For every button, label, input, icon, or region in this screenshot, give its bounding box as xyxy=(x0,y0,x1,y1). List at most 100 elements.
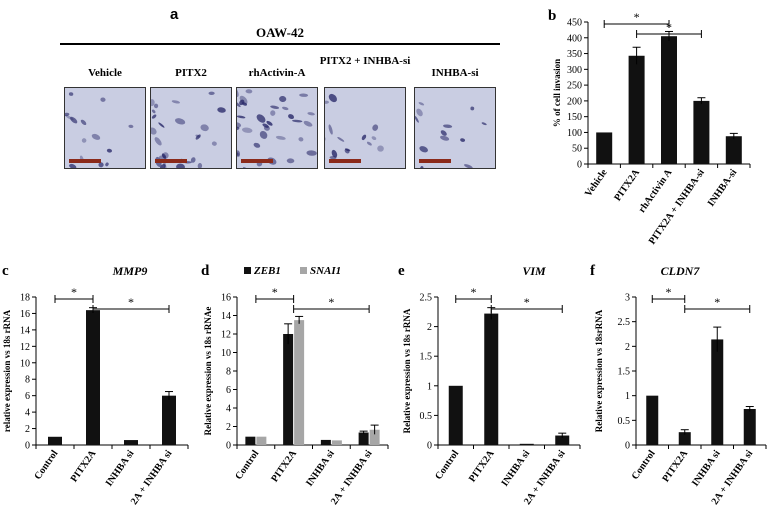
bar-ZEB1-0 xyxy=(245,436,256,445)
y-tick-label: 12 xyxy=(221,330,231,341)
micrograph-4 xyxy=(414,87,496,169)
chart-c-letter: c xyxy=(2,263,9,279)
bar-SNAI1-1 xyxy=(294,320,305,445)
sig-star: * xyxy=(272,285,278,299)
bar-SNAI1-3 xyxy=(369,429,380,445)
y-tick-label: 10 xyxy=(221,348,231,359)
micrograph-2 xyxy=(236,87,318,169)
bar-CLDN7-2 xyxy=(711,339,724,445)
y-tick-label: 1.5 xyxy=(420,352,433,363)
bar-VIM-0 xyxy=(448,385,463,445)
y-tick-label: 10 xyxy=(20,358,30,369)
legend-label-1: SNAI1 xyxy=(310,265,341,277)
micrograph-label-0: Vehicle xyxy=(88,67,122,79)
micrograph-label-3: PITX2 + INHBA-si xyxy=(319,55,411,67)
chart-e: e VIM 0 0.5 1 1.5 2 2.5 Relative expression vs 1… xyxy=(398,263,581,507)
panel-a-title: OAW-42 xyxy=(256,25,304,40)
chart-b-letter: b xyxy=(548,8,556,24)
chart-e-letter: e xyxy=(398,263,405,279)
y-tick-label: 0.5 xyxy=(420,411,433,422)
bar-VIM-1 xyxy=(484,313,499,445)
bar-CLDN7-1 xyxy=(678,432,691,445)
chart-f-letter: f xyxy=(590,263,596,279)
bar-ZEB1-1 xyxy=(283,334,294,445)
chart-f-title: CLDN7 xyxy=(661,264,701,278)
bar-invasion-3 xyxy=(693,100,710,164)
chart-c-title: MMP9 xyxy=(112,264,148,278)
bar-ZEB1-2 xyxy=(320,439,331,445)
chart-e-title: VIM xyxy=(522,264,546,278)
scale-bar xyxy=(69,159,101,163)
y-tick-label: 4 xyxy=(25,408,30,419)
y-tick-label: 200 xyxy=(567,96,582,107)
y-tick-label: 14 xyxy=(20,325,30,336)
panel-a-letter: a xyxy=(170,6,179,23)
y-tick-label: 450 xyxy=(567,18,582,29)
micrograph-3 xyxy=(324,87,406,169)
y-tick-label: 14 xyxy=(221,311,231,322)
y-tick-label: 100 xyxy=(567,128,582,139)
category-label-3: PITX2A + INHBA-si xyxy=(647,167,707,246)
category-label-0: Control xyxy=(32,448,60,482)
category-label-3: 2A + INHBA si xyxy=(129,448,175,507)
category-label-1: PITX2A xyxy=(612,167,642,204)
y-tick-label: 0 xyxy=(226,441,231,452)
bar-MMP9-1 xyxy=(86,310,100,445)
y-tick-label: 12 xyxy=(20,342,30,353)
y-tick-label: 250 xyxy=(567,81,582,92)
y-tick-label: 0 xyxy=(427,441,432,452)
scale-bar xyxy=(419,159,451,163)
y-axis-label: % of cell invasion xyxy=(552,59,562,127)
y-tick-label: 18 xyxy=(20,293,30,304)
legend-swatch-0 xyxy=(244,267,251,274)
bar-MMP9-3 xyxy=(162,395,176,445)
scale-bar xyxy=(241,159,273,163)
bar-MMP9-2 xyxy=(124,440,138,445)
sig-star: * xyxy=(714,295,720,309)
bar-invasion-0 xyxy=(596,132,613,164)
category-label-2: INHBA si xyxy=(499,448,532,488)
y-tick-label: 50 xyxy=(572,144,582,155)
chart-b: b 0 50 100 150 200 250 300 350 400 450 % of cell in… xyxy=(548,8,751,247)
micrograph-label-2: rhActivin-A xyxy=(248,67,306,79)
y-tick-label: 2 xyxy=(625,342,630,353)
chart-d-letter: d xyxy=(201,263,210,279)
y-tick-label: 1.5 xyxy=(618,367,631,378)
category-label-0: Control xyxy=(433,448,461,482)
y-tick-label: 2.5 xyxy=(420,293,433,304)
category-label-1: PITX2A xyxy=(467,448,497,485)
bar-VIM-3 xyxy=(555,435,570,445)
bar-MMP9-0 xyxy=(48,436,62,445)
bar-VIM-2 xyxy=(519,443,534,445)
category-label-0: Vehicle xyxy=(583,167,610,199)
y-tick-label: 16 xyxy=(221,293,231,304)
legend-label-0: ZEB1 xyxy=(253,265,281,277)
y-axis-label: Relative expression vs 18s rRNA xyxy=(402,308,412,433)
sig-star: * xyxy=(524,295,530,309)
micrograph-label-4: INHBA-si xyxy=(431,67,479,79)
y-tick-label: 6 xyxy=(226,385,231,396)
y-tick-label: 6 xyxy=(25,391,30,402)
chart-f: f CLDN7 0 0.5 1 1.5 2 2.5 3 Relative expression v… xyxy=(590,263,767,507)
y-tick-label: 2.5 xyxy=(618,317,631,328)
sig-star: * xyxy=(71,285,77,299)
micrograph-0 xyxy=(64,87,146,169)
y-tick-label: 0.5 xyxy=(618,416,631,427)
bar-CLDN7-0 xyxy=(646,395,659,445)
y-axis-label: Relative expression vs 18s rRNAe xyxy=(203,307,213,436)
category-label-2: INHBA si xyxy=(104,448,137,488)
micrograph-label-1: PITX2 xyxy=(175,67,207,79)
sig-star: * xyxy=(666,285,672,299)
legend-swatch-1 xyxy=(300,267,307,274)
y-tick-label: 3 xyxy=(625,293,630,304)
y-tick-label: 150 xyxy=(567,112,582,123)
bar-SNAI1-0 xyxy=(256,436,267,445)
category-label-1: PITX2A xyxy=(69,448,99,485)
y-tick-label: 0 xyxy=(625,441,630,452)
bar-SNAI1-2 xyxy=(331,440,342,445)
y-tick-label: 2 xyxy=(25,424,30,435)
scale-bar xyxy=(329,159,361,163)
bar-invasion-4 xyxy=(725,136,742,164)
y-tick-label: 8 xyxy=(25,375,30,386)
